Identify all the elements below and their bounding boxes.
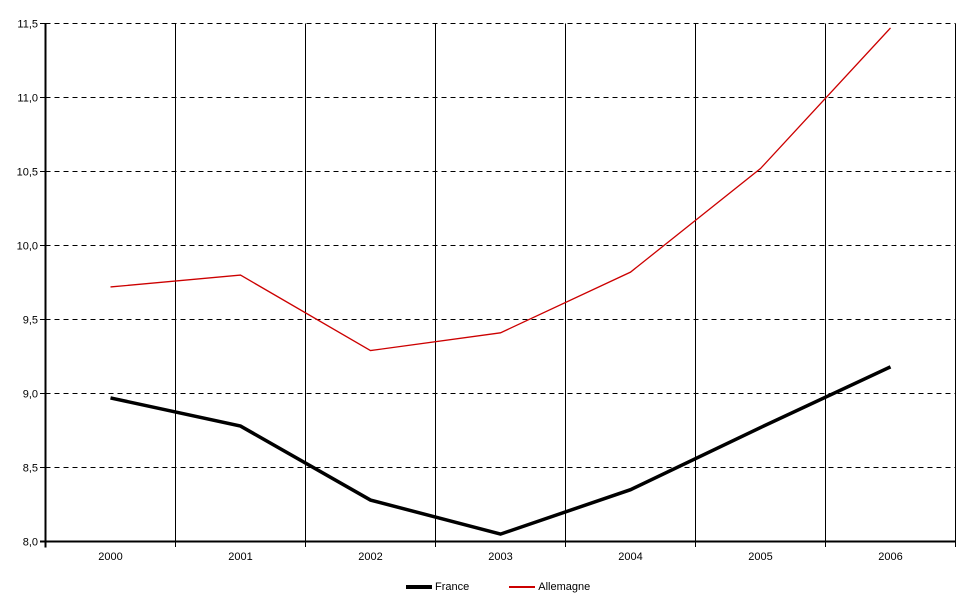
x-tick-label: 2003 — [488, 551, 512, 563]
y-tick-label: 11,5 — [17, 19, 38, 31]
x-tick-label: 2004 — [618, 551, 642, 563]
legend-line-sample-france — [406, 585, 432, 589]
y-tick-label: 9,5 — [23, 315, 38, 327]
series-line-allemagne — [110, 27, 891, 352]
x-tick-label: 2002 — [358, 551, 382, 563]
y-tick-label: 8,5 — [23, 463, 38, 475]
x-tick-label: 2005 — [748, 551, 772, 563]
y-tick-label: 11,0 — [17, 93, 38, 105]
legend-label-france: France — [435, 581, 470, 593]
x-tick-label: 2000 — [98, 551, 122, 563]
y-tick-label: 10,5 — [17, 167, 38, 179]
x-tick-label: 2001 — [228, 551, 252, 563]
y-tick-label: 8,0 — [23, 537, 38, 549]
x-tick-label: 2006 — [878, 551, 902, 563]
y-tick-label: 9,0 — [23, 389, 38, 401]
legend-item-france: France — [406, 579, 469, 595]
y-tick-label: 10,0 — [17, 241, 38, 253]
chart-legend: France Allemagne — [406, 579, 590, 595]
legend-item-allemagne: Allemagne — [509, 579, 590, 595]
legend-label-allemagne: Allemagne — [538, 581, 591, 593]
legend-line-sample-allemagne — [509, 586, 536, 588]
series-line-france — [110, 365, 892, 536]
